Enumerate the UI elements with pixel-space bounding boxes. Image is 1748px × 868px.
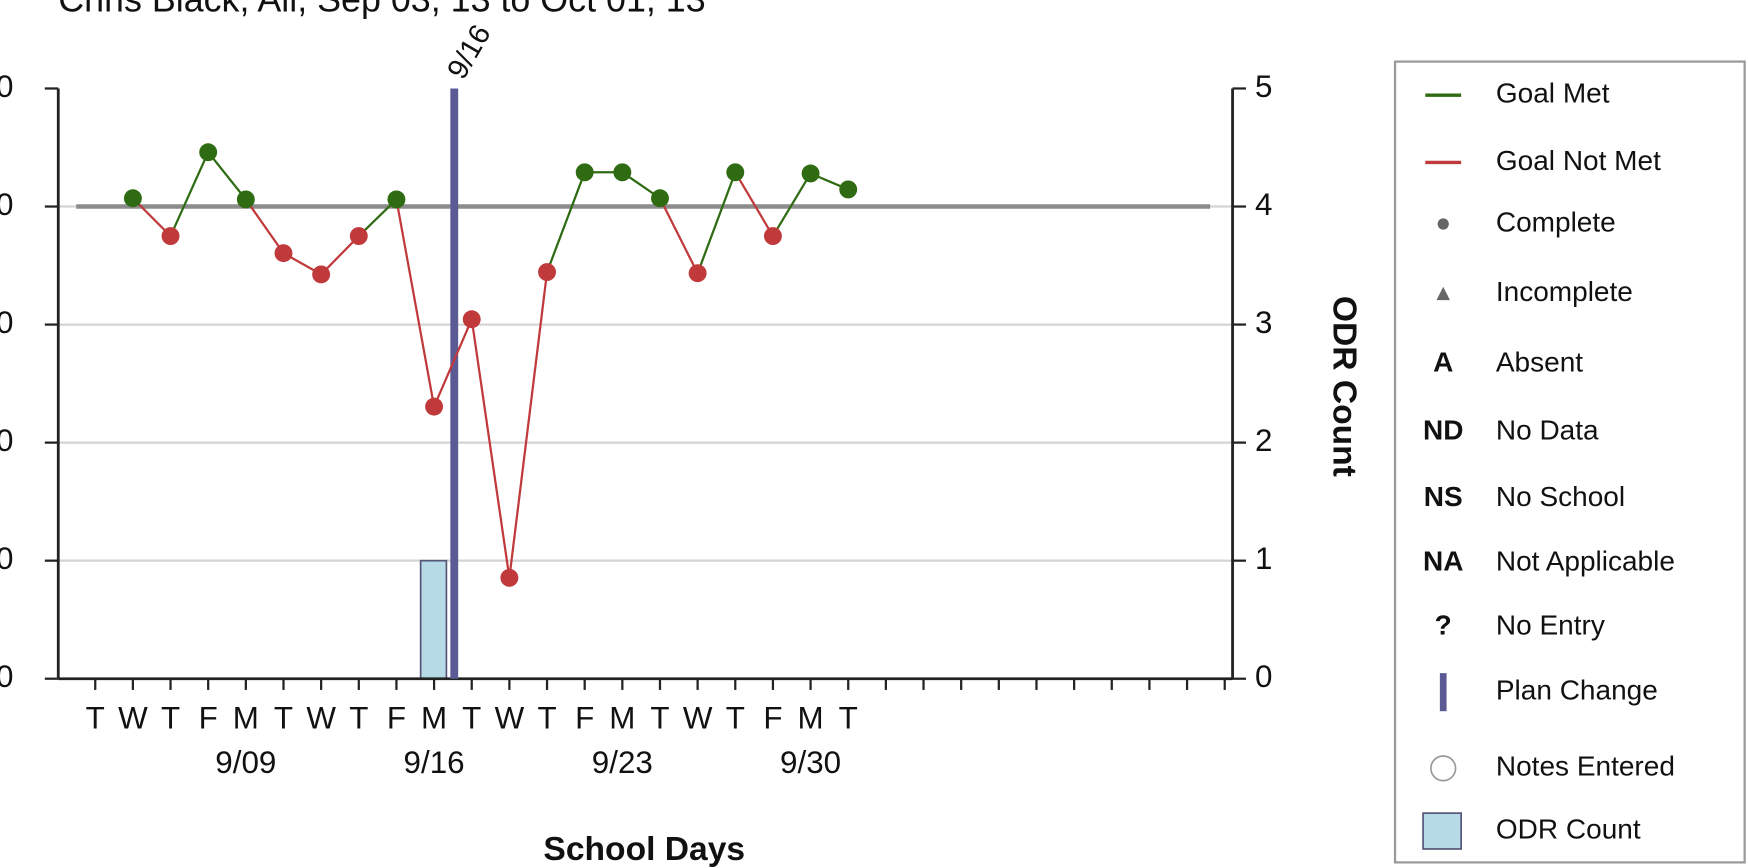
line-segment (433, 318, 473, 408)
legend-label: No Data (1496, 415, 1599, 446)
x-tick-label: T (726, 700, 745, 735)
y-tick-label: 100 (0, 69, 13, 104)
y2-tick-label: 5 (1255, 69, 1272, 104)
x-tick-label: F (387, 700, 406, 735)
x-tick-label: T (86, 700, 105, 735)
x-tick-label: T (839, 700, 858, 735)
y-tick-label: 60 (0, 305, 13, 340)
chart-title: Chris Black, All, Sep 03, 13 to Oct 01, … (58, 0, 705, 20)
x-tick-label: T (462, 700, 481, 735)
data-point (651, 189, 669, 208)
line-segment (658, 197, 699, 274)
legend-label: Complete (1496, 206, 1616, 237)
y2-tick-label: 3 (1255, 305, 1272, 340)
legend-symbol: NS (1424, 481, 1463, 512)
y2-tick-label: 4 (1255, 187, 1272, 222)
x-axis-title: School Days (543, 831, 745, 868)
x-tick-label: T (274, 700, 293, 735)
plan-change-label: 9/16 (442, 20, 498, 85)
legend-swatch (1439, 673, 1447, 712)
line-segment (395, 199, 436, 407)
x-tick-label: T (537, 700, 556, 735)
line-segment (207, 151, 247, 201)
x-tick-label: F (199, 700, 218, 735)
y2-tick-label: 2 (1255, 423, 1272, 458)
x-tick-label: M (233, 700, 259, 735)
legend-label: Absent (1496, 346, 1583, 377)
data-point (236, 190, 255, 209)
x-tick-label: M (798, 700, 824, 735)
data-point (726, 163, 745, 182)
legend-box (1393, 60, 1746, 864)
legend-label: Not Applicable (1496, 546, 1675, 577)
data-point (349, 227, 368, 245)
x-date-label: 9/30 (780, 745, 841, 780)
legend-label: Notes Entered (1496, 751, 1675, 782)
x-tick-label: F (575, 700, 594, 735)
x-tick-label: W (306, 700, 336, 735)
line-segment (696, 171, 737, 274)
legend-label: No School (1496, 481, 1625, 512)
y2-tick-label: 0 (1255, 659, 1272, 694)
line-segment (244, 198, 285, 254)
legend-label: ODR Count (1496, 813, 1641, 844)
legend-label: Goal Not Met (1496, 145, 1661, 176)
line-segment (508, 271, 549, 578)
x-date-label: 9/23 (592, 745, 653, 780)
x-tick-label: F (763, 700, 782, 735)
data-point (763, 227, 782, 245)
legend-swatch (1436, 286, 1450, 301)
y-tick-label: 80 (0, 187, 13, 222)
legend-swatch (1422, 812, 1462, 850)
x-tick-label: W (118, 700, 148, 735)
data-point (613, 163, 632, 182)
data-point (500, 568, 519, 587)
data-point (425, 397, 444, 416)
data-point (199, 143, 218, 162)
y-tick-label: 40 (0, 423, 13, 458)
x-tick-label: M (421, 700, 447, 735)
y-tick-label: 0 (0, 659, 13, 694)
data-point (123, 189, 142, 208)
legend-label: Goal Met (1496, 78, 1610, 109)
legend-symbol: ND (1423, 415, 1463, 446)
legend-symbol: A (1433, 346, 1453, 377)
line-segment (169, 151, 210, 237)
data-point (801, 164, 820, 183)
y2-tick-label: 1 (1255, 541, 1272, 576)
x-tick-label: T (161, 700, 180, 735)
data-point (462, 310, 481, 329)
legend-label: No Entry (1496, 610, 1605, 641)
x-date-label: 9/16 (404, 745, 465, 780)
legend-swatch (1430, 755, 1457, 782)
data-point (839, 180, 858, 199)
odr-bar (419, 559, 448, 680)
y-tick-label: 20 (0, 541, 13, 576)
data-point (274, 244, 293, 263)
x-tick-label: M (609, 700, 635, 735)
data-point (161, 227, 180, 245)
line-segment (771, 172, 812, 237)
data-point (538, 263, 556, 282)
x-tick-label: W (495, 700, 525, 735)
legend-label: Plan Change (1496, 675, 1658, 706)
legend-symbol: ? (1435, 610, 1452, 641)
line-segment (545, 171, 586, 273)
y2-axis-title: ODR Count (1325, 296, 1362, 477)
x-tick-label: T (349, 700, 368, 735)
data-point (312, 265, 331, 284)
line-segment (470, 319, 511, 578)
legend-label: Incomplete (1496, 276, 1633, 307)
line-segment (734, 171, 774, 237)
legend-swatch (1437, 218, 1449, 230)
data-point (387, 190, 406, 209)
x-tick-label: T (650, 700, 669, 735)
legend-symbol: NA (1423, 546, 1463, 577)
data-point (575, 163, 594, 182)
x-date-label: 9/09 (215, 745, 276, 780)
data-point (688, 264, 707, 283)
x-tick-label: W (683, 700, 713, 735)
